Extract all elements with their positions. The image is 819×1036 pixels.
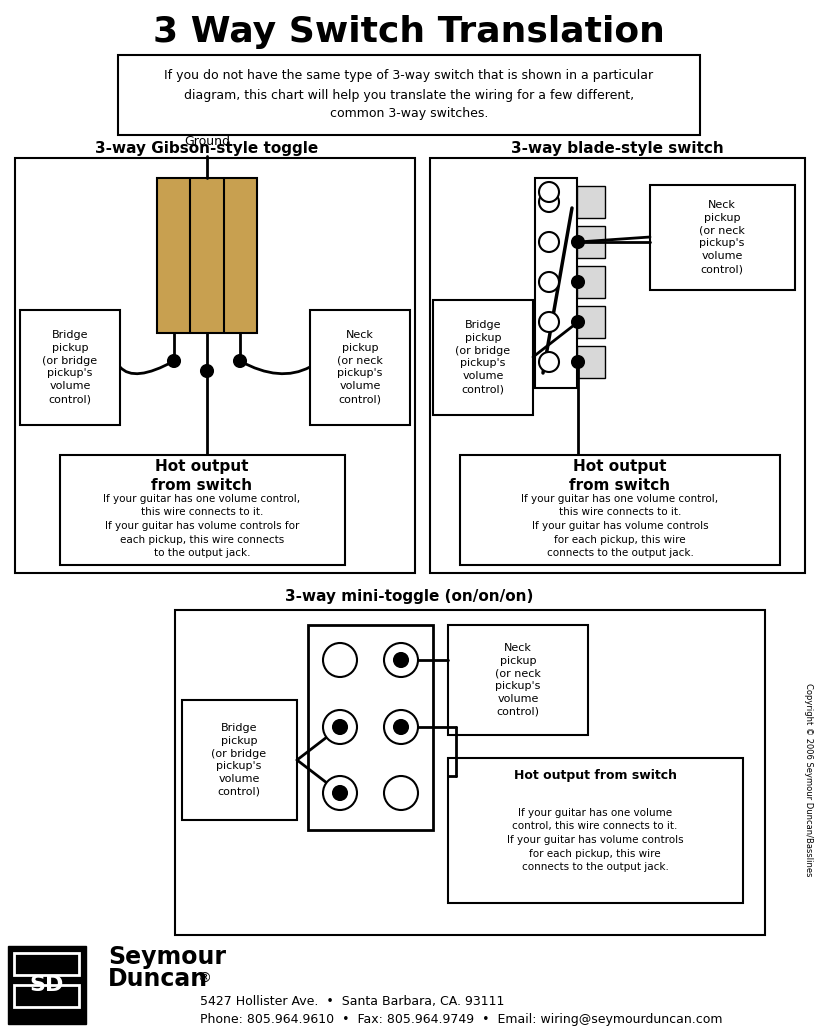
Text: Duncan: Duncan: [108, 967, 208, 991]
Text: Seymour: Seymour: [108, 945, 226, 969]
Text: Bridge
pickup
(or bridge
pickup's
volume
control): Bridge pickup (or bridge pickup's volume…: [211, 723, 266, 797]
Text: Neck
pickup
(or neck
pickup's
volume
control): Neck pickup (or neck pickup's volume con…: [495, 643, 541, 717]
Text: ®: ®: [197, 972, 210, 986]
Circle shape: [539, 352, 559, 372]
Bar: [448, 625, 588, 735]
Text: Neck
pickup
(or neck
pickup's
volume
control): Neck pickup (or neck pickup's volume con…: [337, 330, 383, 404]
Circle shape: [234, 355, 246, 367]
Text: 5427 Hollister Ave.  •  Santa Barbara, CA. 93111: 5427 Hollister Ave. • Santa Barbara, CA.…: [200, 996, 505, 1008]
Bar: [60, 455, 345, 565]
Bar: [577, 266, 605, 298]
Text: Hot output
from switch: Hot output from switch: [152, 459, 252, 493]
Circle shape: [539, 192, 559, 212]
Circle shape: [572, 236, 584, 248]
Text: SD: SD: [29, 975, 64, 995]
Text: Neck
pickup
(or neck
pickup's
volume
control): Neck pickup (or neck pickup's volume con…: [699, 200, 745, 274]
Circle shape: [572, 276, 584, 288]
Bar: [577, 186, 605, 218]
Bar: [433, 300, 533, 415]
Circle shape: [572, 356, 584, 368]
Bar: [430, 159, 805, 573]
Circle shape: [539, 232, 559, 252]
Bar: [310, 310, 410, 425]
Circle shape: [323, 643, 357, 677]
Text: 3-way mini-toggle (on/on/on): 3-way mini-toggle (on/on/on): [285, 589, 533, 604]
Text: If your guitar has one volume
control, this wire connects to it.
If your guitar : If your guitar has one volume control, t…: [507, 808, 683, 872]
Bar: [118, 55, 700, 135]
Text: 3 Way Switch Translation: 3 Way Switch Translation: [153, 15, 665, 49]
Bar: [182, 700, 297, 821]
Text: Bridge
pickup
(or bridge
pickup's
volume
control): Bridge pickup (or bridge pickup's volume…: [43, 330, 97, 404]
Text: If your guitar has one volume control,
this wire connects to it.
If your guitar : If your guitar has one volume control, t…: [103, 494, 301, 558]
Bar: [460, 455, 780, 565]
Bar: [157, 178, 257, 333]
Circle shape: [572, 316, 584, 328]
Text: If you do not have the same type of 3-way switch that is shown in a particular
d: If you do not have the same type of 3-wa…: [165, 69, 654, 120]
Bar: [577, 306, 605, 338]
Bar: [535, 178, 577, 388]
Circle shape: [333, 720, 347, 733]
Bar: [175, 610, 765, 936]
Circle shape: [539, 182, 559, 202]
Bar: [20, 310, 120, 425]
Circle shape: [323, 710, 357, 744]
Circle shape: [323, 776, 357, 810]
Text: Copyright © 2006 Seymour Duncan/Basslines: Copyright © 2006 Seymour Duncan/Bassline…: [803, 684, 812, 876]
Bar: [15, 159, 415, 573]
Text: Bridge
pickup
(or bridge
pickup's
volume
control): Bridge pickup (or bridge pickup's volume…: [455, 320, 510, 394]
Bar: [650, 185, 795, 290]
Circle shape: [539, 272, 559, 292]
Text: Phone: 805.964.9610  •  Fax: 805.964.9749  •  Email: wiring@seymourduncan.com: Phone: 805.964.9610 • Fax: 805.964.9749 …: [200, 1013, 722, 1027]
Circle shape: [333, 786, 347, 800]
Bar: [14, 953, 79, 975]
Text: If your guitar has one volume control,
this wire connects to it.
If your guitar : If your guitar has one volume control, t…: [522, 494, 718, 558]
Bar: [448, 758, 743, 903]
Bar: [577, 346, 605, 378]
Bar: [8, 946, 86, 1024]
Bar: [577, 226, 605, 258]
Text: Hot output from switch: Hot output from switch: [514, 770, 676, 782]
Bar: [14, 985, 79, 1007]
Circle shape: [384, 776, 418, 810]
Circle shape: [539, 312, 559, 332]
Bar: [308, 625, 433, 830]
Text: 3-way blade-style switch: 3-way blade-style switch: [510, 141, 723, 155]
Circle shape: [384, 643, 418, 677]
Circle shape: [168, 355, 180, 367]
Text: Ground: Ground: [184, 135, 230, 148]
Text: 3-way Gibson-style toggle: 3-way Gibson-style toggle: [95, 141, 319, 155]
Circle shape: [394, 720, 408, 733]
Circle shape: [394, 653, 408, 667]
Circle shape: [201, 365, 213, 377]
Circle shape: [384, 710, 418, 744]
Text: Hot output
from switch: Hot output from switch: [569, 459, 671, 493]
